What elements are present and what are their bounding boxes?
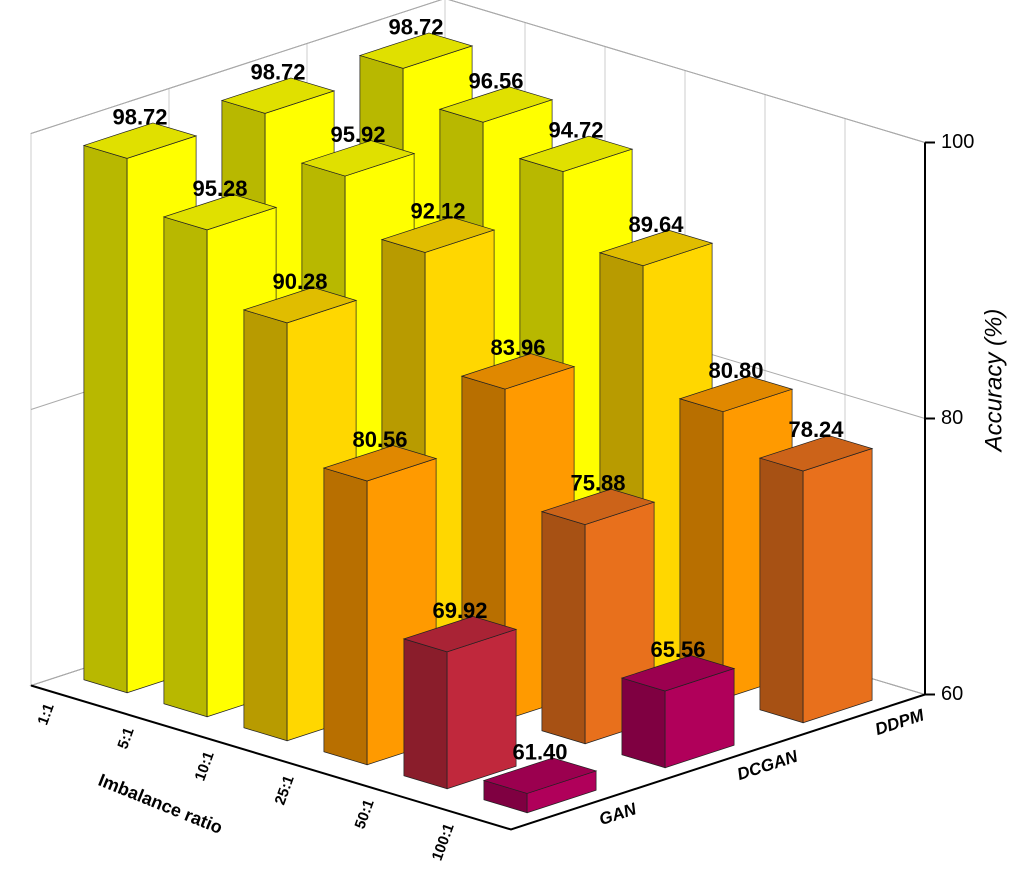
value-label: 69.92 (432, 598, 487, 623)
x-tick-label: 100:1 (429, 821, 458, 863)
value-label: 94.72 (548, 118, 603, 143)
bar-top (758, 435, 874, 472)
bar-top (402, 616, 518, 653)
bar-top (620, 655, 736, 692)
bar-top (82, 122, 198, 159)
bar-front (759, 457, 804, 724)
bar-side (446, 628, 517, 790)
x-tick-label: 10:1 (192, 749, 218, 783)
x-tick-label: 5:1 (114, 725, 137, 751)
value-label: 78.24 (788, 417, 844, 442)
value-label: 89.64 (628, 212, 684, 237)
value-label: 83.96 (490, 335, 545, 360)
bar-front (83, 144, 128, 694)
value-label: 98.72 (112, 104, 167, 129)
bar-top (482, 757, 598, 794)
bar-top (322, 445, 438, 482)
bar-top (242, 287, 358, 324)
bar-top (540, 488, 656, 525)
y-axis-title: Accuracy (%) (980, 309, 1007, 454)
value-label: 98.72 (250, 59, 305, 84)
grid-line (30, 0, 926, 143)
bar-top (598, 229, 714, 267)
value-label: 80.56 (352, 427, 407, 452)
x-tick-label: 25:1 (272, 773, 298, 807)
y-tick-label: 100 (941, 131, 974, 153)
value-label: 61.40 (512, 739, 567, 764)
bar-front (243, 309, 288, 742)
bar-top (300, 140, 416, 177)
y-tick-label: 60 (941, 683, 963, 705)
bar-front (541, 511, 586, 745)
value-label: 95.28 (192, 176, 247, 201)
bar-top (358, 32, 474, 69)
value-label: 75.88 (570, 471, 625, 496)
value-label: 80.80 (708, 358, 763, 383)
bar-top (380, 216, 496, 253)
x-tick-label: 1:1 (34, 701, 57, 727)
bar-top (678, 375, 794, 413)
value-label: 65.56 (650, 637, 705, 662)
bar-front (403, 638, 448, 790)
value-label: 95.92 (330, 122, 385, 147)
bar-front (163, 216, 208, 718)
y-tick-label: 80 (941, 407, 963, 429)
x-tick-label: 50:1 (352, 797, 378, 831)
bar-top (220, 77, 336, 114)
bar-top (162, 194, 278, 231)
value-label: 90.28 (272, 269, 327, 294)
bar-top (518, 135, 634, 172)
bar-side (802, 448, 873, 724)
legend-label: DDPM (873, 705, 927, 739)
floor-edge (30, 684, 926, 831)
bar-top (438, 86, 554, 123)
bar-front (621, 677, 666, 769)
legend-label: GAN (597, 799, 639, 829)
bar-top (460, 353, 576, 390)
value-label: 98.72 (388, 14, 443, 39)
value-label: 96.56 (468, 68, 523, 93)
value-label: 92.12 (410, 199, 465, 224)
bar-front (323, 467, 368, 766)
